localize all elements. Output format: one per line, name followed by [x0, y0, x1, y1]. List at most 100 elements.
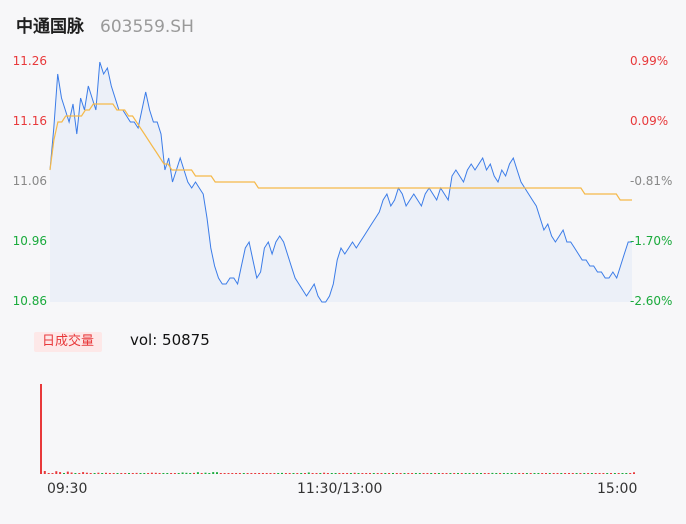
- volume-readout: vol: 50875: [130, 331, 210, 349]
- volume-bar: [594, 473, 597, 474]
- price-tick-label: 11.26: [12, 54, 47, 68]
- volume-bar: [357, 473, 360, 474]
- volume-bar: [59, 472, 62, 474]
- volume-bar: [491, 472, 494, 474]
- volume-bar: [128, 473, 130, 474]
- volume-bar: [242, 473, 245, 474]
- volume-bar: [380, 473, 383, 474]
- volume-bar: [231, 473, 234, 474]
- volume-bar: [315, 473, 318, 474]
- volume-bar: [430, 473, 433, 474]
- volume-bar: [434, 473, 437, 474]
- stock-name: 中通国脉: [16, 17, 84, 37]
- volume-bar: [223, 473, 226, 474]
- volume-bar: [74, 473, 77, 474]
- volume-bar: [55, 471, 58, 474]
- volume-bar: [227, 473, 230, 474]
- volume-bar: [189, 473, 192, 474]
- volume-bar: [510, 473, 513, 474]
- volume-bar: [93, 473, 96, 474]
- volume-bar: [468, 473, 471, 474]
- volume-bar: [70, 472, 73, 474]
- volume-bar: [147, 473, 150, 474]
- volume-bar: [296, 473, 299, 474]
- stock-header: 中通国脉 603559.SH: [16, 12, 194, 40]
- volume-bar: [154, 472, 157, 474]
- volume-bar: [518, 473, 521, 474]
- volume-bar: [250, 473, 253, 474]
- percent-tick-label: -0.81%: [630, 174, 673, 188]
- volume-bar: [200, 473, 203, 474]
- volume-bar: [610, 473, 612, 474]
- price-area: [50, 62, 632, 302]
- volume-bar: [399, 473, 402, 474]
- time-tick-label: 11:30/13:00: [297, 481, 383, 497]
- time-tick-label: 09:30: [47, 481, 88, 497]
- price-tick-label: 10.86: [12, 294, 47, 308]
- percent-tick-label: -2.60%: [630, 294, 673, 308]
- volume-bar: [617, 473, 620, 474]
- volume-bar: [143, 473, 146, 474]
- volume-bar: [181, 472, 184, 474]
- percent-tick-label: -1.70%: [630, 234, 673, 248]
- price-tick-label: 11.06: [12, 174, 47, 188]
- volume-bar: [330, 473, 333, 474]
- volume-bar: [304, 473, 306, 474]
- volume-bar: [529, 473, 532, 474]
- volume-bar: [560, 473, 563, 474]
- volume-bar: [587, 473, 590, 474]
- volume-bar: [166, 473, 169, 474]
- volume-bar: [281, 472, 283, 474]
- volume-bar: [621, 473, 624, 474]
- volume-bar: [418, 473, 421, 474]
- volume-bar: [319, 473, 322, 474]
- volume-bar: [238, 473, 241, 474]
- percent-tick-label: 0.09%: [630, 114, 669, 128]
- volume-bar: [579, 473, 582, 474]
- volume-bar: [376, 473, 379, 474]
- volume-bar: [472, 473, 475, 474]
- volume-bar: [66, 471, 69, 474]
- volume-bar: [564, 473, 567, 474]
- volume-bar: [480, 473, 482, 474]
- volume-bar: [606, 473, 609, 474]
- volume-bar: [212, 472, 215, 474]
- volume-bar: [506, 473, 509, 474]
- volume-bar: [568, 473, 570, 474]
- volume-bar: [533, 473, 536, 474]
- volume-bar: [47, 473, 50, 474]
- volume-bar: [108, 473, 111, 474]
- volume-bar: [548, 473, 551, 474]
- volume-bar: [173, 473, 176, 474]
- volume-bar: [338, 473, 341, 474]
- volume-bar: [40, 384, 42, 474]
- volume-bar: [525, 473, 528, 474]
- time-tick-label: 15:00: [597, 481, 638, 497]
- volume-bar: [246, 473, 249, 474]
- volume-bar: [590, 473, 593, 474]
- volume-bar: [120, 473, 123, 474]
- volume-bar: [105, 472, 107, 474]
- volume-bar: [51, 473, 54, 474]
- price-tick-label: 10.96: [12, 234, 47, 248]
- volume-bar: [457, 473, 459, 474]
- volume-bar: [204, 472, 207, 474]
- volume-tab[interactable]: 日成交量: [34, 332, 103, 352]
- volume-bar: [135, 472, 138, 474]
- volume-bar: [292, 473, 295, 474]
- price-line: [49, 61, 632, 303]
- volume-bar: [369, 473, 371, 474]
- volume-bar: [392, 473, 394, 474]
- volume-bar: [395, 473, 398, 474]
- volume-bar: [598, 473, 601, 474]
- average-line: [49, 103, 632, 201]
- volume-bar: [633, 472, 635, 474]
- volume-bar: [196, 472, 199, 474]
- volume-bar: [139, 473, 142, 474]
- volume-bar: [82, 472, 85, 474]
- volume-bar: [170, 473, 173, 474]
- volume-bar: [284, 473, 287, 474]
- volume-bar: [602, 473, 605, 474]
- volume-bar: [414, 473, 417, 474]
- volume-bar: [499, 473, 502, 474]
